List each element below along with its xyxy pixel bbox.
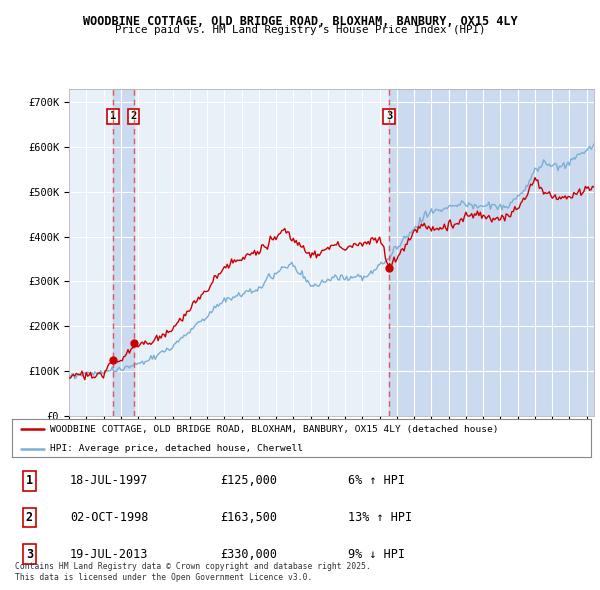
Text: WOODBINE COTTAGE, OLD BRIDGE ROAD, BLOXHAM, BANBURY, OX15 4LY (detached house): WOODBINE COTTAGE, OLD BRIDGE ROAD, BLOXH… [50, 425, 498, 434]
Text: 02-OCT-1998: 02-OCT-1998 [70, 511, 148, 524]
Text: HPI: Average price, detached house, Cherwell: HPI: Average price, detached house, Cher… [50, 444, 302, 453]
Text: WOODBINE COTTAGE, OLD BRIDGE ROAD, BLOXHAM, BANBURY, OX15 4LY: WOODBINE COTTAGE, OLD BRIDGE ROAD, BLOXH… [83, 15, 517, 28]
Text: 3: 3 [26, 548, 33, 560]
Text: 3: 3 [386, 112, 392, 122]
Text: Contains HM Land Registry data © Crown copyright and database right 2025.
This d: Contains HM Land Registry data © Crown c… [15, 562, 371, 582]
Text: 18-JUL-1997: 18-JUL-1997 [70, 474, 148, 487]
Text: £125,000: £125,000 [220, 474, 277, 487]
Bar [389, 88, 594, 416]
Text: 9% ↓ HPI: 9% ↓ HPI [348, 548, 405, 560]
Text: 1: 1 [26, 474, 33, 487]
Text: 6% ↑ HPI: 6% ↑ HPI [348, 474, 405, 487]
Text: 2: 2 [131, 112, 137, 122]
Text: Price paid vs. HM Land Registry's House Price Index (HPI): Price paid vs. HM Land Registry's House … [115, 25, 485, 35]
Text: 13% ↑ HPI: 13% ↑ HPI [348, 511, 412, 524]
Bar [113, 88, 134, 416]
Text: 19-JUL-2013: 19-JUL-2013 [70, 548, 148, 560]
Text: £330,000: £330,000 [220, 548, 277, 560]
Text: 1: 1 [110, 112, 116, 122]
Text: 2: 2 [26, 511, 33, 524]
Text: £163,500: £163,500 [220, 511, 277, 524]
